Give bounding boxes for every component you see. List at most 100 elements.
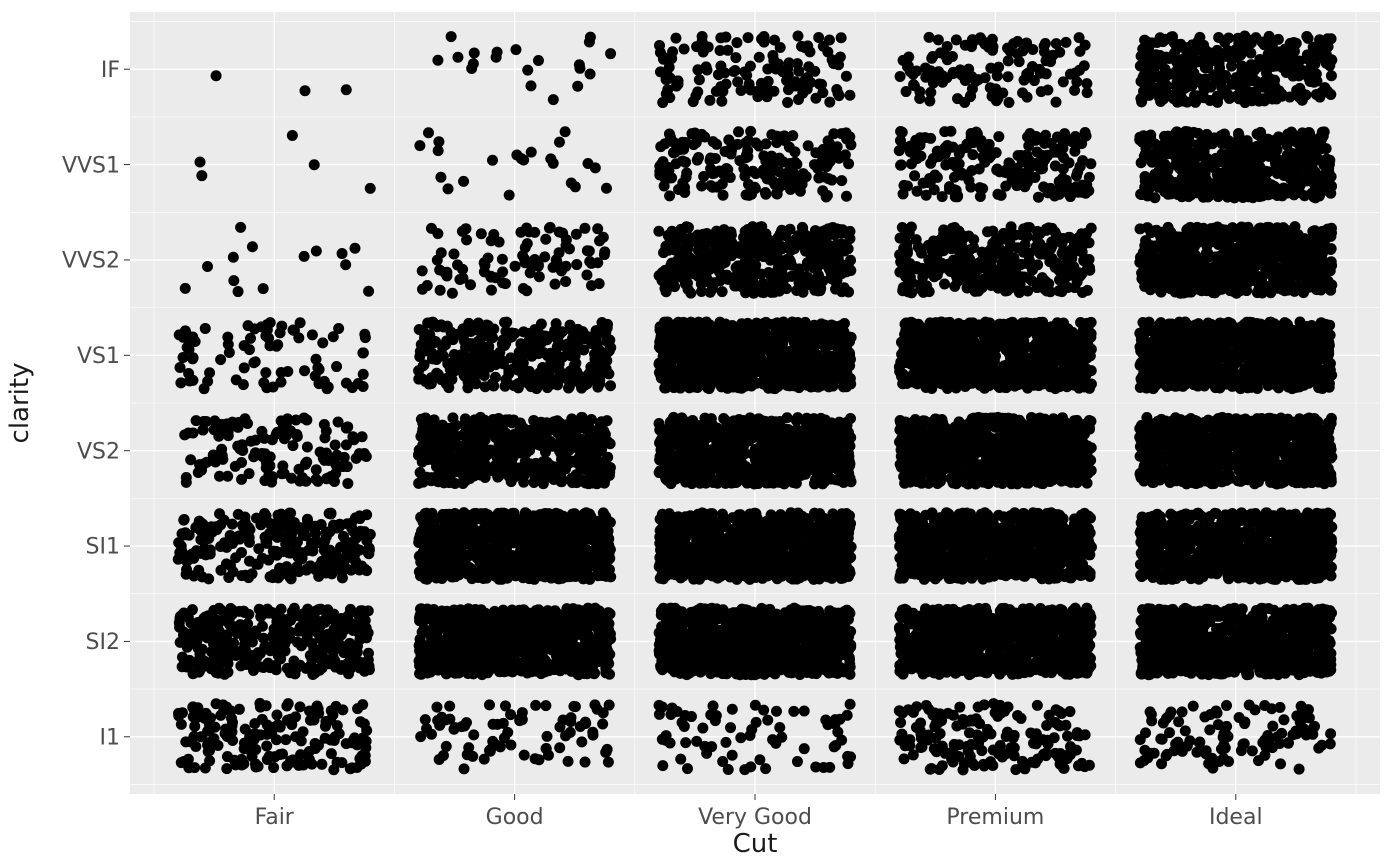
data-point (680, 737, 691, 748)
data-point (450, 350, 461, 361)
data-point (311, 245, 322, 256)
data-point (579, 223, 590, 234)
data-point (197, 424, 208, 435)
data-point (656, 606, 667, 617)
data-point (566, 178, 577, 189)
data-point (542, 731, 553, 742)
data-point (441, 661, 452, 672)
data-point (576, 736, 587, 747)
data-point (845, 626, 856, 637)
data-point (492, 467, 503, 478)
data-point (418, 665, 429, 676)
data-point (243, 572, 254, 583)
data-point (249, 734, 260, 745)
data-point (223, 658, 234, 669)
data-point (517, 571, 528, 582)
data-point (200, 323, 211, 334)
data-point (491, 571, 502, 582)
data-point (290, 668, 301, 679)
data-point (829, 741, 840, 752)
data-point (468, 729, 479, 740)
data-point (576, 412, 587, 423)
data-point (554, 358, 565, 369)
data-point (510, 471, 521, 482)
data-point (180, 283, 191, 294)
data-point (463, 354, 474, 365)
data-point (328, 331, 339, 342)
data-point (707, 635, 718, 646)
data-point (699, 741, 710, 752)
data-point (441, 534, 452, 545)
data-point (293, 626, 304, 637)
data-point (760, 763, 771, 774)
data-point (537, 515, 548, 526)
data-point (296, 735, 307, 746)
data-point (831, 651, 842, 662)
data-point (451, 420, 462, 431)
data-point (533, 55, 544, 66)
data-point (500, 374, 511, 385)
data-point (491, 52, 502, 63)
data-point (464, 651, 475, 662)
data-point (482, 560, 493, 571)
data-point (335, 664, 346, 675)
data-point (257, 621, 268, 632)
data-point (300, 458, 311, 469)
data-point (186, 628, 197, 639)
data-point (599, 249, 610, 260)
data-point (432, 476, 443, 487)
data-point (554, 742, 565, 753)
data-point (211, 667, 222, 678)
data-point (806, 629, 817, 640)
data-point (473, 422, 484, 433)
data-point (276, 415, 287, 426)
data-point (347, 431, 358, 442)
data-point (202, 376, 213, 387)
data-point (242, 418, 253, 429)
data-point (552, 342, 563, 353)
data-point (338, 561, 349, 572)
data-point (460, 629, 471, 640)
data-point (434, 754, 445, 765)
data-point (507, 534, 518, 545)
data-point (318, 540, 329, 551)
data-point (469, 508, 480, 519)
data-point (505, 739, 516, 750)
data-point (275, 564, 286, 575)
data-point (431, 534, 442, 545)
data-point (586, 258, 597, 269)
data-point (568, 603, 579, 614)
data-point (311, 474, 322, 485)
data-point (675, 754, 686, 765)
data-point (595, 348, 606, 359)
data-point (181, 564, 192, 575)
data-point (543, 750, 554, 761)
data-point (514, 426, 525, 437)
data-point (180, 736, 191, 747)
data-point (786, 620, 797, 631)
data-point (455, 520, 466, 531)
data-point (446, 31, 457, 42)
data-point (530, 753, 541, 764)
data-point (235, 444, 246, 455)
data-point (592, 382, 603, 393)
data-point (504, 190, 515, 201)
data-point (604, 669, 615, 680)
data-point (583, 478, 594, 489)
data-point (236, 648, 247, 659)
data-point (306, 759, 317, 770)
data-point (275, 377, 286, 388)
data-point (444, 701, 455, 712)
data-point (180, 529, 191, 540)
data-point (329, 731, 340, 742)
data-point (523, 620, 534, 631)
data-point (571, 259, 582, 270)
data-point (497, 420, 508, 431)
data-point (242, 532, 253, 543)
data-point (452, 259, 463, 270)
data-point (538, 607, 549, 618)
data-point (433, 145, 444, 156)
data-point (834, 714, 845, 725)
data-point (444, 477, 455, 488)
data-point (603, 548, 614, 559)
